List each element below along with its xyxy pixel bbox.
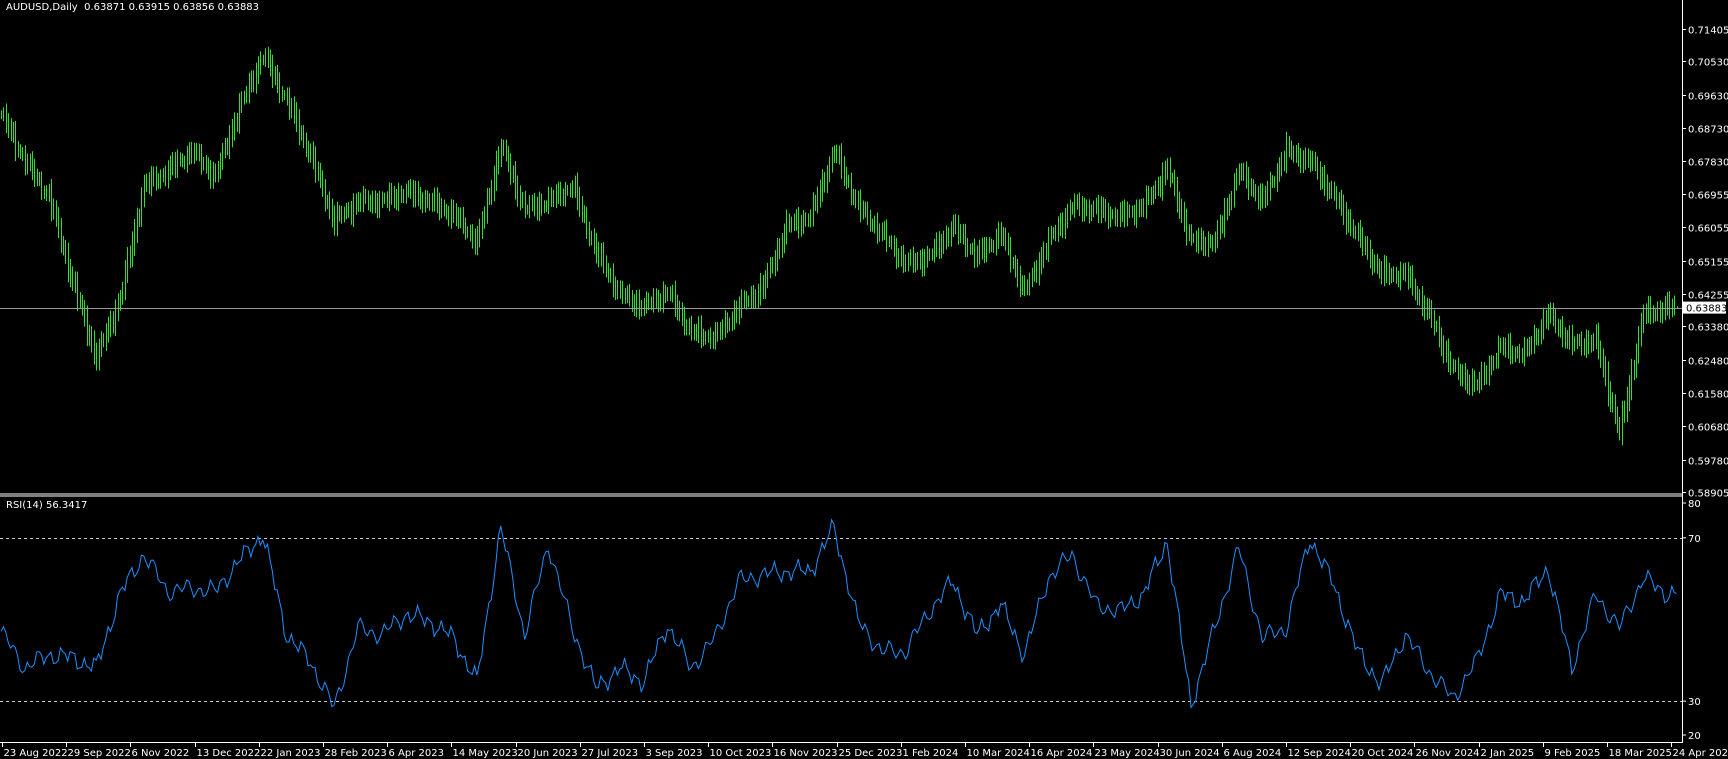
rsi-tick-label: 70 [1688, 534, 1701, 545]
price-tick-label: 0.63380 [1688, 323, 1728, 334]
ohlc-readout: 0.63871 0.63915 0.63856 0.63883 [84, 2, 260, 13]
price-tick-label: 0.64255 [1688, 291, 1728, 302]
date-tick-label: 27 Jul 2023 [582, 748, 639, 759]
date-tick-label: 6 Apr 2023 [389, 748, 444, 759]
price-tick-label: 0.71405 [1688, 26, 1728, 37]
date-tick-label: 20 Oct 2024 [1352, 748, 1414, 759]
date-tick-label: 14 May 2023 [453, 748, 518, 759]
date-tick-label: 30 Jun 2024 [1160, 748, 1220, 759]
date-tick-label: 18 Mar 2025 [1609, 748, 1672, 759]
rsi-line [0, 518, 1677, 709]
date-tick-label: 2 Jan 2025 [1481, 748, 1535, 759]
rsi-tick-label: 30 [1688, 697, 1701, 708]
date-tick-label: 28 Feb 2023 [325, 748, 387, 759]
date-tick-label: 9 Feb 2025 [1545, 748, 1601, 759]
price-tick-label: 0.69630 [1688, 92, 1728, 103]
current-price-label: 0.63883 [1686, 304, 1727, 315]
current-price-tag [1683, 301, 1726, 314]
price-tick-label: 0.68730 [1688, 125, 1728, 136]
date-tick-label: 25 Dec 2023 [839, 748, 903, 759]
price-tick-label: 0.67830 [1688, 158, 1728, 169]
price-tick-label: 0.70530 [1688, 58, 1728, 69]
date-tick-label: 20 Jun 2023 [518, 748, 578, 759]
date-tick-label: 6 Nov 2022 [132, 748, 190, 759]
date-tick-label: 16 Apr 2024 [1031, 748, 1093, 759]
date-tick-label: 16 Nov 2023 [774, 748, 838, 759]
rsi-header: RSI(14) 56.3417 [6, 500, 88, 511]
date-tick-label: 23 May 2024 [1095, 748, 1160, 759]
date-tick-label: 24 Apr 2025 [1673, 748, 1728, 759]
rsi-tick-label: 80 [1688, 499, 1701, 510]
date-tick-label: 13 Dec 2022 [197, 748, 261, 759]
price-tick-label: 0.66955 [1688, 191, 1728, 202]
date-tick-label: 3 Sep 2023 [646, 748, 703, 759]
price-tick-label: 0.60680 [1688, 423, 1728, 434]
date-tick-label: 6 Aug 2024 [1224, 748, 1282, 759]
symbol-header: AUDUSD,Daily 0.63871 0.63915 0.63856 0.6… [6, 2, 259, 13]
price-tick-label: 0.62480 [1688, 357, 1728, 368]
date-tick-label: 12 Sep 2024 [1288, 748, 1351, 759]
date-tick-label: 23 Aug 2022 [4, 748, 68, 759]
price-tick-label: 0.65155 [1688, 258, 1728, 269]
date-tick-label: 1 Feb 2024 [903, 748, 959, 759]
rsi-tick-label: 20 [1688, 731, 1701, 742]
date-tick-label: 22 Jan 2023 [261, 748, 321, 759]
price-tick-label: 0.59780 [1688, 457, 1728, 468]
price-pane [0, 46, 1682, 446]
date-tick-label: 10 Mar 2024 [967, 748, 1030, 759]
symbol-timeframe: AUDUSD,Daily [6, 2, 78, 13]
date-tick-label: 29 Sep 2022 [68, 748, 131, 759]
price-tick-label: 0.61580 [1688, 390, 1728, 401]
price-tick-label: 0.58905 [1688, 489, 1728, 500]
rsi-pane [0, 518, 1682, 709]
price-tick-label: 0.66055 [1688, 224, 1728, 235]
date-tick-label: 10 Oct 2023 [710, 748, 772, 759]
date-tick-label: 26 Nov 2024 [1416, 748, 1480, 759]
